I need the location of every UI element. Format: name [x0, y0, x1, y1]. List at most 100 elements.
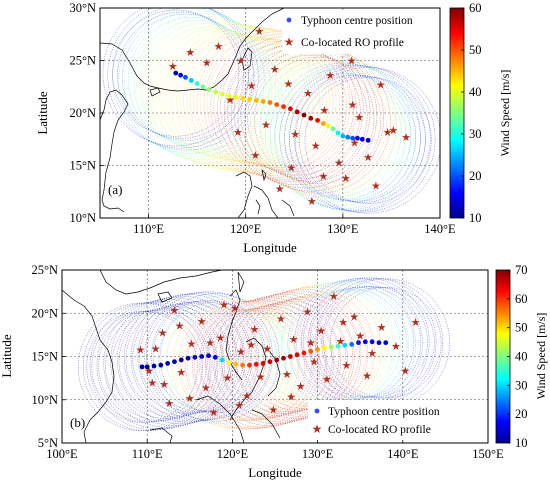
ro-profile-marker: ★ — [309, 357, 319, 369]
wind-radius-circle — [110, 297, 239, 426]
ro-profile-marker: ★ — [400, 365, 410, 377]
ro-profile-marker: ★ — [306, 338, 316, 350]
wind-radius-circle — [124, 10, 271, 157]
typhoon-centre-point — [350, 135, 355, 141]
legend-marker-typhoon-b — [314, 408, 320, 414]
ro-profile-marker: ★ — [256, 371, 266, 383]
ro-profile-marker: ★ — [311, 141, 321, 153]
ro-profile-marker: ★ — [329, 291, 339, 303]
ro-profile-marker: ★ — [250, 150, 260, 162]
legend-label-ro-b: Co-located RO profile — [328, 424, 431, 436]
x-tick-label: 110°E — [132, 447, 163, 461]
wind-radius-circle — [274, 69, 402, 197]
wind-radius-circle — [98, 310, 210, 422]
typhoon-centre-point — [172, 359, 177, 365]
ro-profile-marker: ★ — [262, 344, 272, 356]
wind-radius-circle — [273, 281, 403, 411]
colorbar-tick-label: 20 — [515, 407, 528, 421]
typhoon-centre-point — [200, 84, 206, 90]
ro-profile-marker: ★ — [222, 372, 232, 384]
typhoon-centre-point — [325, 123, 331, 128]
typhoon-centre-point — [301, 112, 307, 118]
wind-radius-circle — [139, 23, 267, 151]
typhoon-centre-point — [213, 89, 219, 95]
wind-radius-circle — [171, 300, 300, 429]
wind-radius-circle — [321, 278, 450, 407]
wind-radius-circle — [169, 25, 316, 172]
ro-profile-marker: ★ — [261, 120, 271, 132]
ro-profile-marker: ★ — [289, 334, 299, 346]
typhoon-centre-point — [247, 362, 252, 368]
ro-profile-marker: ★ — [159, 379, 169, 391]
typhoon-centre-point — [178, 72, 184, 78]
typhoon-centre-point — [315, 117, 320, 123]
wind-radius-circle — [149, 21, 296, 168]
ro-profile-marker: ★ — [338, 317, 348, 329]
colorbar-tick-label: 50 — [515, 321, 528, 335]
wind-radius-circle — [250, 50, 397, 197]
wind-radius-circle — [112, 8, 259, 151]
ro-profile-marker: ★ — [362, 371, 372, 383]
ro-profile-marker: ★ — [268, 404, 278, 416]
wind-radius-circle — [179, 34, 307, 162]
ro-profile-marker: ★ — [411, 317, 421, 329]
wind-radius-circle — [130, 293, 260, 422]
wind-radius-circle — [123, 294, 253, 423]
x-tick-label: 110°E — [133, 222, 164, 236]
wind-radius-circle — [213, 41, 341, 168]
wind-radius-circle — [159, 301, 271, 413]
typhoon-centre-point — [185, 355, 191, 361]
wind-radius-circle — [264, 59, 412, 207]
typhoon-centre-point — [260, 99, 266, 104]
wind-radius-circle — [122, 13, 249, 141]
ro-profile-marker: ★ — [219, 300, 229, 312]
wind-radius-circle — [269, 63, 416, 210]
legend-marker-typhoon-a — [286, 17, 292, 23]
ro-profile-marker: ★ — [388, 125, 398, 137]
wind-radius-circle — [129, 13, 277, 160]
ro-profile-marker: ★ — [286, 391, 296, 403]
ro-profile-marker: ★ — [377, 322, 387, 334]
typhoon-centre-point — [158, 362, 164, 368]
ro-profile-marker: ★ — [282, 369, 292, 381]
legend-marker-ro-b: ★ — [312, 422, 323, 436]
typhoon-centre-point — [183, 74, 188, 80]
typhoon-centre-point — [308, 348, 314, 354]
y-tick-label: 20°N — [69, 106, 96, 120]
ro-profile-marker: ★ — [367, 348, 377, 360]
typhoon-centre-point — [315, 347, 320, 352]
ro-profile-marker: ★ — [303, 88, 313, 100]
colorbar-tick-label: 60 — [515, 292, 528, 306]
typhoon-centre-point — [376, 340, 382, 346]
wind-radius-circle — [217, 35, 364, 182]
legend-a: Typhoon centre position ★ Co-located RO … — [282, 12, 430, 54]
x-tick-label: 120°E — [217, 447, 249, 461]
typhoon-centre-point — [349, 341, 355, 347]
ro-profile-marker: ★ — [202, 58, 212, 70]
typhoon-centre-point — [330, 126, 336, 132]
colorbar-b: 10 20 30 40 50 60 70 Wind Speed [m/s] — [495, 263, 548, 450]
ro-profile-marker: ★ — [355, 331, 365, 343]
ro-profile-marker: ★ — [135, 345, 145, 357]
typhoon-centre-point — [321, 121, 326, 126]
ro-profile-marker: ★ — [197, 316, 207, 328]
y-tick-label: 25°N — [69, 54, 96, 68]
wind-radius-circle — [102, 8, 249, 147]
wind-radius-circle — [117, 295, 246, 425]
ro-profile-marker: ★ — [225, 94, 235, 106]
typhoon-track-b — [139, 339, 389, 370]
typhoon-centre-point — [206, 353, 211, 359]
wind-radius-circle — [254, 56, 381, 184]
coastline-map-a — [100, 8, 295, 218]
wind-radius-circle — [206, 39, 334, 166]
wind-radius-circle — [183, 27, 330, 174]
x-axis-label-b: Longitude — [248, 465, 302, 480]
ro-profile-marker: ★ — [302, 307, 312, 319]
legend-marker-ro-a: ★ — [284, 35, 295, 49]
colorbar-ticks-b: 10 20 30 40 50 60 70 — [507, 263, 528, 450]
ro-profile-marker: ★ — [318, 171, 328, 183]
typhoon-centre-point — [139, 364, 145, 370]
colorbar-tick-label: 40 — [515, 350, 528, 364]
colorbar-tick-label: 50 — [469, 43, 482, 57]
typhoon-centre-point — [240, 95, 246, 101]
